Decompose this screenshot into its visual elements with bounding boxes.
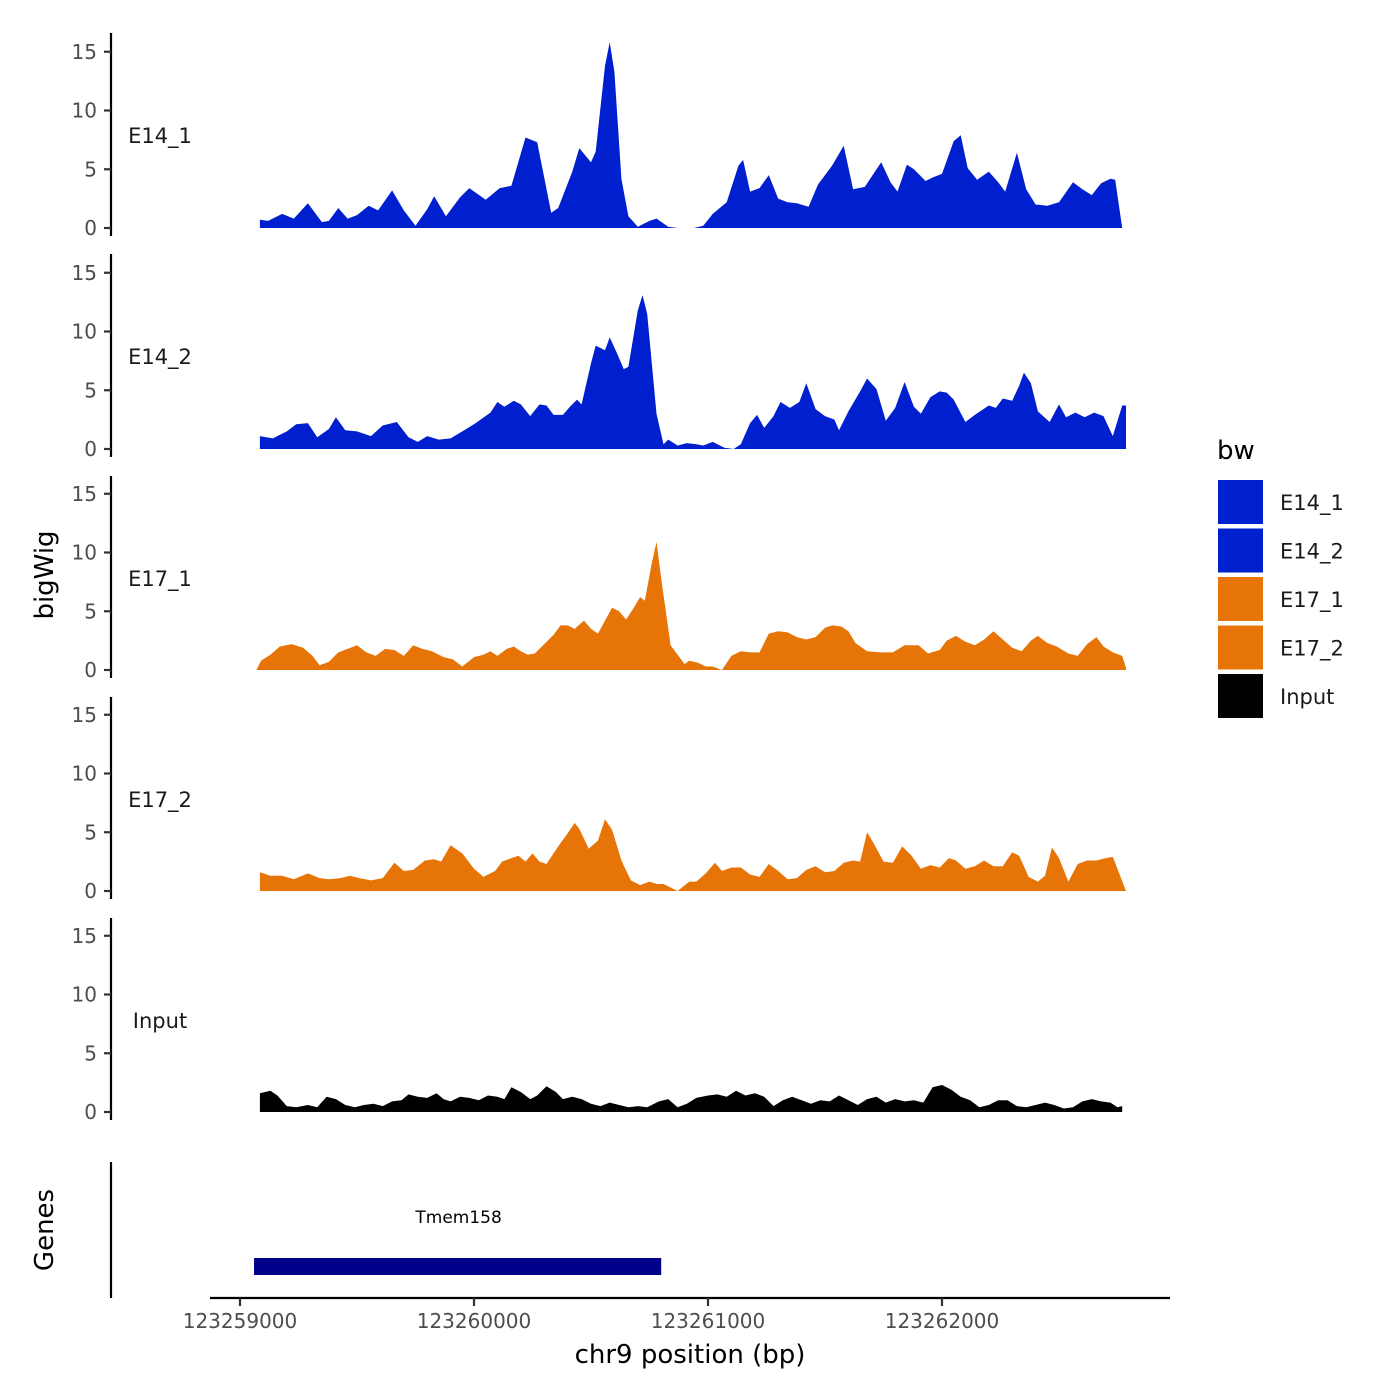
track-input: 0 5 10 15 Input [72,918,1123,1124]
y-tick-label: 15 [72,261,97,285]
y-tick-label: 10 [72,983,97,1007]
track-e14_2: 0 5 10 15 E14_2 [72,254,1126,461]
legend-label: E17_1 [1280,588,1344,613]
y-tick-label: 10 [72,762,97,786]
legend-label: E14_2 [1280,540,1344,565]
y-tick-label: 10 [72,99,97,123]
track-area-e17_1 [256,541,1126,670]
x-axis: 123259000 123260000 123261000 123262000 [183,1296,1170,1333]
track-e17_2: 0 5 10 15 E17_2 [72,697,1126,903]
x-tick-label: 123259000 [183,1309,298,1333]
y-tick-label: 15 [72,40,97,64]
x-tick-label: 123260000 [417,1309,532,1333]
y-tick-label: 15 [72,703,97,727]
legend-label: E14_1 [1280,491,1344,516]
y-tick-label: 0 [84,658,97,682]
legend-swatch-e14_1 [1218,480,1263,524]
y-tick-label: 5 [84,378,97,402]
y-tick-label: 5 [84,157,97,181]
y-tick-label: 5 [84,599,97,623]
track-label: E14_1 [128,124,192,149]
track-area-e14_1 [259,42,1123,228]
y-tick-label: 15 [72,924,97,948]
legend-swatch-input [1218,674,1263,718]
track-label: E17_1 [128,567,192,592]
legend-label: E17_2 [1280,637,1344,662]
legend-swatch-e17_1 [1218,577,1263,621]
gene-label: Tmem158 [414,1208,501,1228]
y-tick-label: 5 [84,1041,97,1065]
y-tick-label: 0 [84,879,97,903]
track-area-e14_2 [259,295,1126,449]
y-axis-title: bigWig [30,530,60,619]
genes-axis-title: Genes [30,1189,60,1271]
track-area-input [259,1085,1123,1112]
x-tick-label: 123262000 [885,1309,1000,1333]
legend-label: Input [1280,685,1334,709]
legend-swatch-e17_2 [1218,625,1263,670]
track-label: Input [133,1009,187,1033]
genes-panel: Tmem158 [109,1162,662,1298]
track-area-e17_2 [259,819,1126,891]
track-label: E14_2 [128,345,192,370]
y-tick-label: 0 [84,216,97,240]
y-tick-label: 10 [72,541,97,565]
tracks-layer: 0 5 10 15 E14_1 0 5 10 15 E14_2 0 5 10 15 E17_1 0 5 10 15 E… [72,33,1126,1124]
y-tick-label: 0 [84,437,97,461]
y-tick-label: 10 [72,320,97,344]
legend-swatch-e14_2 [1218,528,1263,573]
legend: bw E14_1 E14_2 E17_1 E17_2 Input [1217,436,1344,718]
x-tick-label: 123261000 [651,1309,766,1333]
track-e14_1: 0 5 10 15 E14_1 [72,33,1123,240]
y-tick-label: 5 [84,820,97,844]
track-e17_1: 0 5 10 15 E17_1 [72,476,1126,682]
track-label: E17_2 [128,788,192,813]
x-axis-title: chr9 position (bp) [575,1340,806,1370]
gene-body-tmem158 [254,1258,662,1275]
y-tick-label: 15 [72,482,97,506]
y-tick-label: 0 [84,1100,97,1124]
legend-title: bw [1217,436,1255,466]
